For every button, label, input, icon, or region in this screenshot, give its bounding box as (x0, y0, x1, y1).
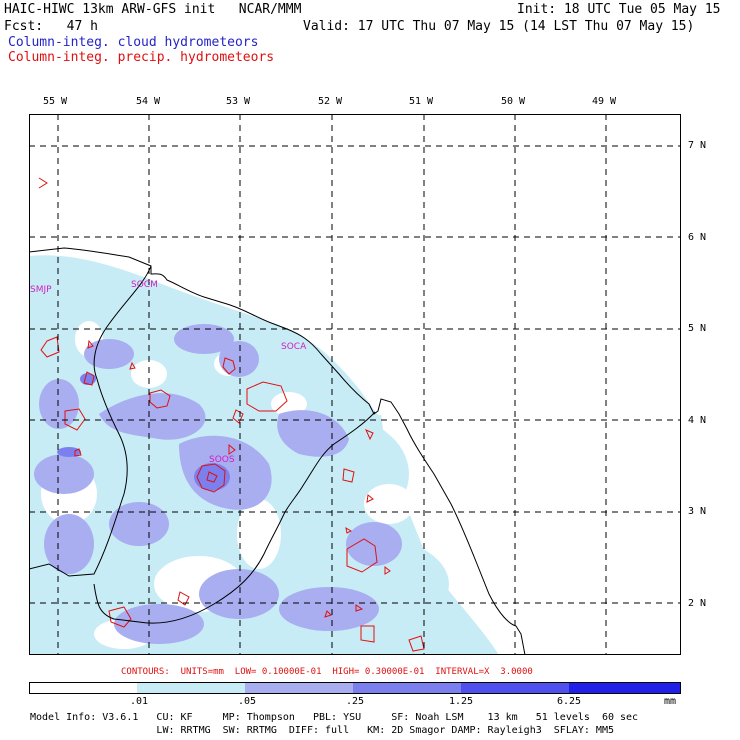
lon-label: 51 W (409, 96, 434, 107)
lat-label: 4 N (688, 415, 707, 426)
colorbar (29, 682, 681, 694)
lat-label: 7 N (688, 140, 707, 151)
forecast-hour: Fcst: 47 h (4, 19, 98, 34)
country-border (29, 265, 376, 624)
colorbar-units: mm (664, 696, 677, 707)
legend-precip: Column-integ. precip. hydrometeors (8, 50, 275, 65)
map-panel: SMJP SOCM SOCA SOOS (29, 114, 681, 655)
init-time: Init: 18 UTC Tue 05 May 15 (517, 2, 721, 17)
coastline (29, 247, 526, 655)
lat-label: 2 N (688, 598, 707, 609)
valid-time: Valid: 17 UTC Thu 07 May 15 (14 LST Thu … (303, 19, 695, 34)
station-label: SMJP (30, 285, 52, 295)
colorbar-label: .01 (130, 696, 149, 707)
lon-label: 54 W (136, 96, 161, 107)
colorbar-swatch (245, 682, 353, 694)
lon-label: 53 W (226, 96, 251, 107)
precip-contours (38, 177, 425, 652)
lon-label: 52 W (318, 96, 343, 107)
lon-label: 50 W (501, 96, 526, 107)
colorbar-swatch (569, 682, 681, 694)
contour-info: CONTOURS: UNITS=mm LOW= 0.10000E-01 HIGH… (121, 667, 533, 677)
map-frame (29, 114, 681, 655)
colorbar-swatch (461, 682, 569, 694)
station-label: SOOS (209, 455, 235, 465)
lon-label: 49 W (592, 96, 617, 107)
model-info-line1: Model Info: V3.6.1 CU: KF MP: Thompson P… (30, 712, 639, 723)
colorbar-swatch (353, 682, 461, 694)
colorbar-label: 1.25 (449, 696, 474, 707)
station-label: SOCM (131, 280, 158, 290)
colorbar-swatch (29, 682, 137, 694)
lat-label: 3 N (688, 506, 707, 517)
colorbar-label: 6.25 (557, 696, 582, 707)
model-info-line2: LW: RRTMG SW: RRTMG DIFF: full KM: 2D Sm… (30, 725, 614, 736)
colorbar-label: .05 (238, 696, 257, 707)
lat-label: 5 N (688, 323, 707, 334)
plot-title: HAIC-HIWC 13km ARW-GFS init NCAR/MMM (4, 2, 302, 17)
lat-label: 6 N (688, 232, 707, 243)
latlon-grid (29, 114, 681, 655)
lon-label: 55 W (43, 96, 68, 107)
colorbar-swatch (137, 682, 245, 694)
colorbar-label: .25 (346, 696, 365, 707)
legend-cloud: Column-integ. cloud hydrometeors (8, 35, 259, 50)
station-label: SOCA (281, 342, 307, 352)
